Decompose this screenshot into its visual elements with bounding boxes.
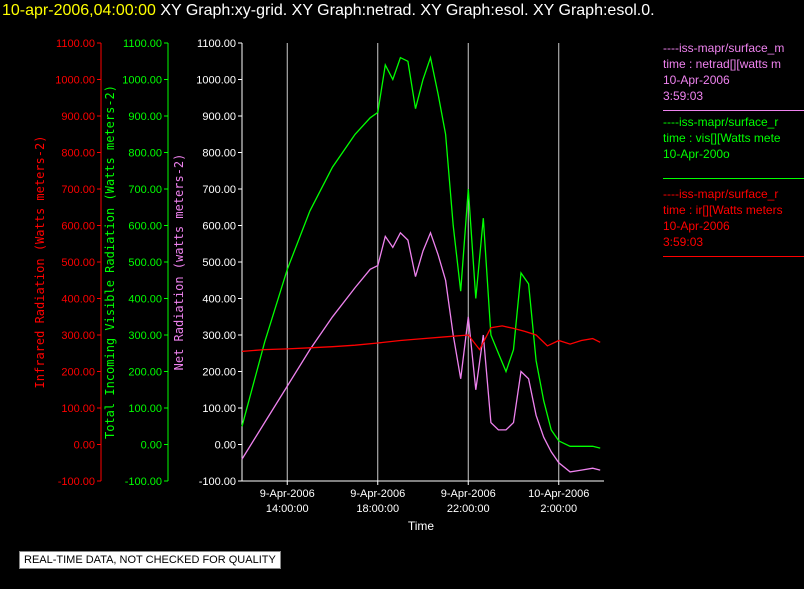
x-tick-label-date: 9-Apr-2006 bbox=[350, 488, 405, 500]
series-line-net bbox=[241, 230, 601, 473]
y-tick-label-vis: 100.00 bbox=[128, 403, 162, 415]
legend-line: 10-Apr-2006 bbox=[663, 73, 730, 87]
timestamp: 10-apr-2006,04:00:00 bbox=[2, 2, 156, 19]
legend-net-radiation: ----iss-mapr/surface_m time : netrad[][w… bbox=[663, 40, 804, 104]
x-tick-label-date: 9-Apr-2006 bbox=[441, 488, 496, 500]
y-axis-label-ir: Infrared Radiation (Watts meters-2) bbox=[33, 136, 47, 389]
y-tick-label-ir: 800.00 bbox=[61, 148, 95, 160]
series-line-ir bbox=[241, 325, 601, 353]
x-tick-label-time: 14:00:00 bbox=[266, 503, 309, 515]
y-tick-label-ir: 300.00 bbox=[61, 330, 95, 342]
y-tick-label-ir: 0.00 bbox=[74, 440, 95, 452]
series-line-vis bbox=[241, 55, 601, 449]
y-tick-label-net: 200.00 bbox=[202, 367, 236, 379]
legend-infrared-radiation: ----iss-mapr/surface_r time : ir[][Watts… bbox=[663, 186, 804, 250]
y-tick-label-net: -100.00 bbox=[199, 476, 236, 488]
legend-line: 3:59:03 bbox=[663, 235, 704, 249]
y-tick-label-ir: 200.00 bbox=[61, 367, 95, 379]
series-layer bbox=[241, 55, 601, 473]
y-tick-label-net: 500.00 bbox=[202, 257, 236, 269]
y-tick-label-ir: 1100.00 bbox=[56, 38, 95, 50]
legend-line: 3:59:03 bbox=[663, 89, 704, 103]
y-tick-label-vis: 200.00 bbox=[128, 367, 162, 379]
legend-line: ----iss-mapr/surface_r bbox=[663, 187, 779, 201]
y-tick-label-vis: 1100.00 bbox=[123, 38, 162, 50]
y-tick-label-net: 900.00 bbox=[202, 111, 236, 123]
axes-layer: 1100.00 1000.00 900.00 800.00 700.00 600.00 50… bbox=[33, 38, 604, 515]
y-tick-label-ir: 700.00 bbox=[61, 184, 95, 196]
y-tick-label-net: 1000.00 bbox=[196, 75, 236, 87]
y-tick-label-ir: 100.00 bbox=[61, 403, 95, 415]
y-tick-label-vis: -100.00 bbox=[125, 476, 162, 488]
y-axis-label-net: Net Radiation (watts meters-2) bbox=[172, 154, 186, 371]
grid-layer bbox=[286, 43, 560, 481]
y-tick-label-vis: 1000.00 bbox=[122, 75, 162, 87]
legend-separator bbox=[663, 110, 804, 111]
y-tick-label-net: 300.00 bbox=[202, 330, 236, 342]
x-tick-label-date: 9-Apr-2006 bbox=[260, 488, 315, 500]
legend-line: ----iss-mapr/surface_m bbox=[663, 41, 785, 55]
legend-visible-radiation: ----iss-mapr/surface_r time : vis[][Watt… bbox=[663, 114, 804, 162]
y-tick-label-net: 700.00 bbox=[202, 184, 236, 196]
y-tick-label-vis: 500.00 bbox=[128, 257, 162, 269]
y-tick-label-vis: 700.00 bbox=[128, 184, 162, 196]
graph-title-bar: 10-apr-2006,04:00:00 XY Graph:xy-grid. X… bbox=[2, 2, 655, 20]
x-tick-label-date: 10-Apr-2006 bbox=[528, 488, 589, 500]
y-tick-label-ir: 600.00 bbox=[61, 221, 95, 233]
y-tick-label-net: 100.00 bbox=[202, 403, 236, 415]
graph-list: XY Graph:xy-grid. XY Graph:netrad. XY Gr… bbox=[160, 2, 655, 19]
y-tick-label-vis: 900.00 bbox=[128, 111, 162, 123]
x-tick-label-time: 2:00:00 bbox=[540, 503, 577, 515]
legend-separator bbox=[663, 178, 804, 179]
y-tick-label-net: 0.00 bbox=[215, 440, 236, 452]
x-tick-label-time: 22:00:00 bbox=[447, 503, 490, 515]
y-tick-label-vis: 0.00 bbox=[141, 440, 162, 452]
y-tick-label-ir: 400.00 bbox=[61, 294, 95, 306]
legend-line: ----iss-mapr/surface_r bbox=[663, 115, 779, 129]
y-tick-label-vis: 400.00 bbox=[128, 294, 162, 306]
y-tick-label-vis: 600.00 bbox=[128, 221, 162, 233]
legend-line: 10-Apr-200o bbox=[663, 147, 730, 161]
y-tick-label-ir: -100.00 bbox=[58, 476, 95, 488]
legend-line: time : ir[][Watts meters bbox=[663, 203, 783, 217]
legend-line: time : netrad[][watts m bbox=[663, 57, 782, 71]
x-axis-label: Time bbox=[408, 519, 435, 533]
x-tick-label-time: 18:00:00 bbox=[356, 503, 399, 515]
y-tick-label-vis: 300.00 bbox=[128, 330, 162, 342]
legend-line: time : vis[][Watts mete bbox=[663, 131, 781, 145]
y-axis-label-vis: Total Incoming Visible Radiation (Watts … bbox=[103, 85, 117, 439]
legend-separator bbox=[663, 256, 804, 257]
y-tick-label-ir: 500.00 bbox=[61, 257, 95, 269]
y-tick-label-ir: 1000.00 bbox=[55, 75, 95, 87]
legend-line: 10-Apr-2006 bbox=[663, 219, 730, 233]
y-tick-label-net: 600.00 bbox=[202, 221, 236, 233]
y-tick-label-net: 400.00 bbox=[202, 294, 236, 306]
y-tick-label-net: 1100.00 bbox=[197, 38, 236, 50]
quality-warning-note: REAL-TIME DATA, NOT CHECKED FOR QUALITY bbox=[19, 551, 281, 569]
y-tick-label-ir: 900.00 bbox=[61, 111, 95, 123]
y-tick-label-net: 800.00 bbox=[202, 148, 236, 160]
y-tick-label-vis: 800.00 bbox=[128, 148, 162, 160]
